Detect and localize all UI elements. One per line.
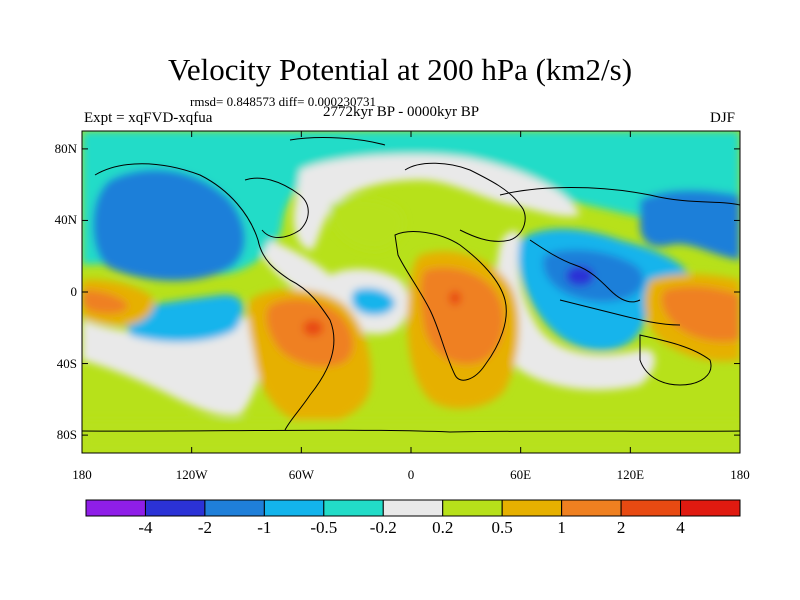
colorbar-label: -0.5 [310,518,338,537]
colorbar-swatch [85,499,146,517]
axis-ticks [81,131,741,453]
colorbar-swatch [680,499,741,517]
stats-label: rmsd= 0.848573 diff= 0.000230731 [190,94,376,109]
lon-tick-label: 60E [510,467,532,482]
lon-tick-label: 180 [72,467,92,482]
colorbar-swatch [382,499,444,517]
colorbar-label: -0.2 [369,518,397,537]
colorbar-label: -4 [138,518,153,537]
experiment-label: Expt = xqFVD-xqfua [84,110,213,126]
colorbar-label: 0.5 [491,518,513,537]
colorbar-label: -1 [257,518,272,537]
lon-tick-label: 180 [730,467,750,482]
colorbar-swatch [442,499,503,517]
coastlines [82,137,740,433]
colorbar-label: 1 [557,518,566,537]
lat-tick-label: 80N [54,140,77,156]
colorbar-swatch [501,499,563,517]
lon-tick-label: 0 [407,467,415,482]
lat-tick-label: 80S [56,427,77,443]
page-title: Velocity Potential at 200 hPa (km2/s) [167,52,633,87]
lon-tick-label: 120E [616,467,645,482]
lat-tick-label: 40N [54,212,77,228]
colorbar-swatch [263,499,325,517]
colorbar-swatch [204,499,265,517]
period-label: 2772kyr BP - 0000kyr BP [323,104,480,120]
lat-tick-label: 0 [70,284,78,299]
colorbar [85,499,741,517]
lat-tick-label: 40S [56,355,77,371]
colorbar-label: -2 [197,518,212,537]
colorbar-label: 2 [616,518,626,537]
colorbar-swatch [561,499,622,517]
colorbar-swatch [323,499,384,517]
colorbar-label: 0.2 [432,518,454,537]
lon-tick-label: 120W [175,467,208,482]
colorbar-swatch [620,499,682,517]
season-label: DJF [710,110,736,126]
lon-tick-label: 60W [288,467,314,482]
colorbar-label: 4 [676,518,685,537]
colorbar-swatch [144,499,206,517]
